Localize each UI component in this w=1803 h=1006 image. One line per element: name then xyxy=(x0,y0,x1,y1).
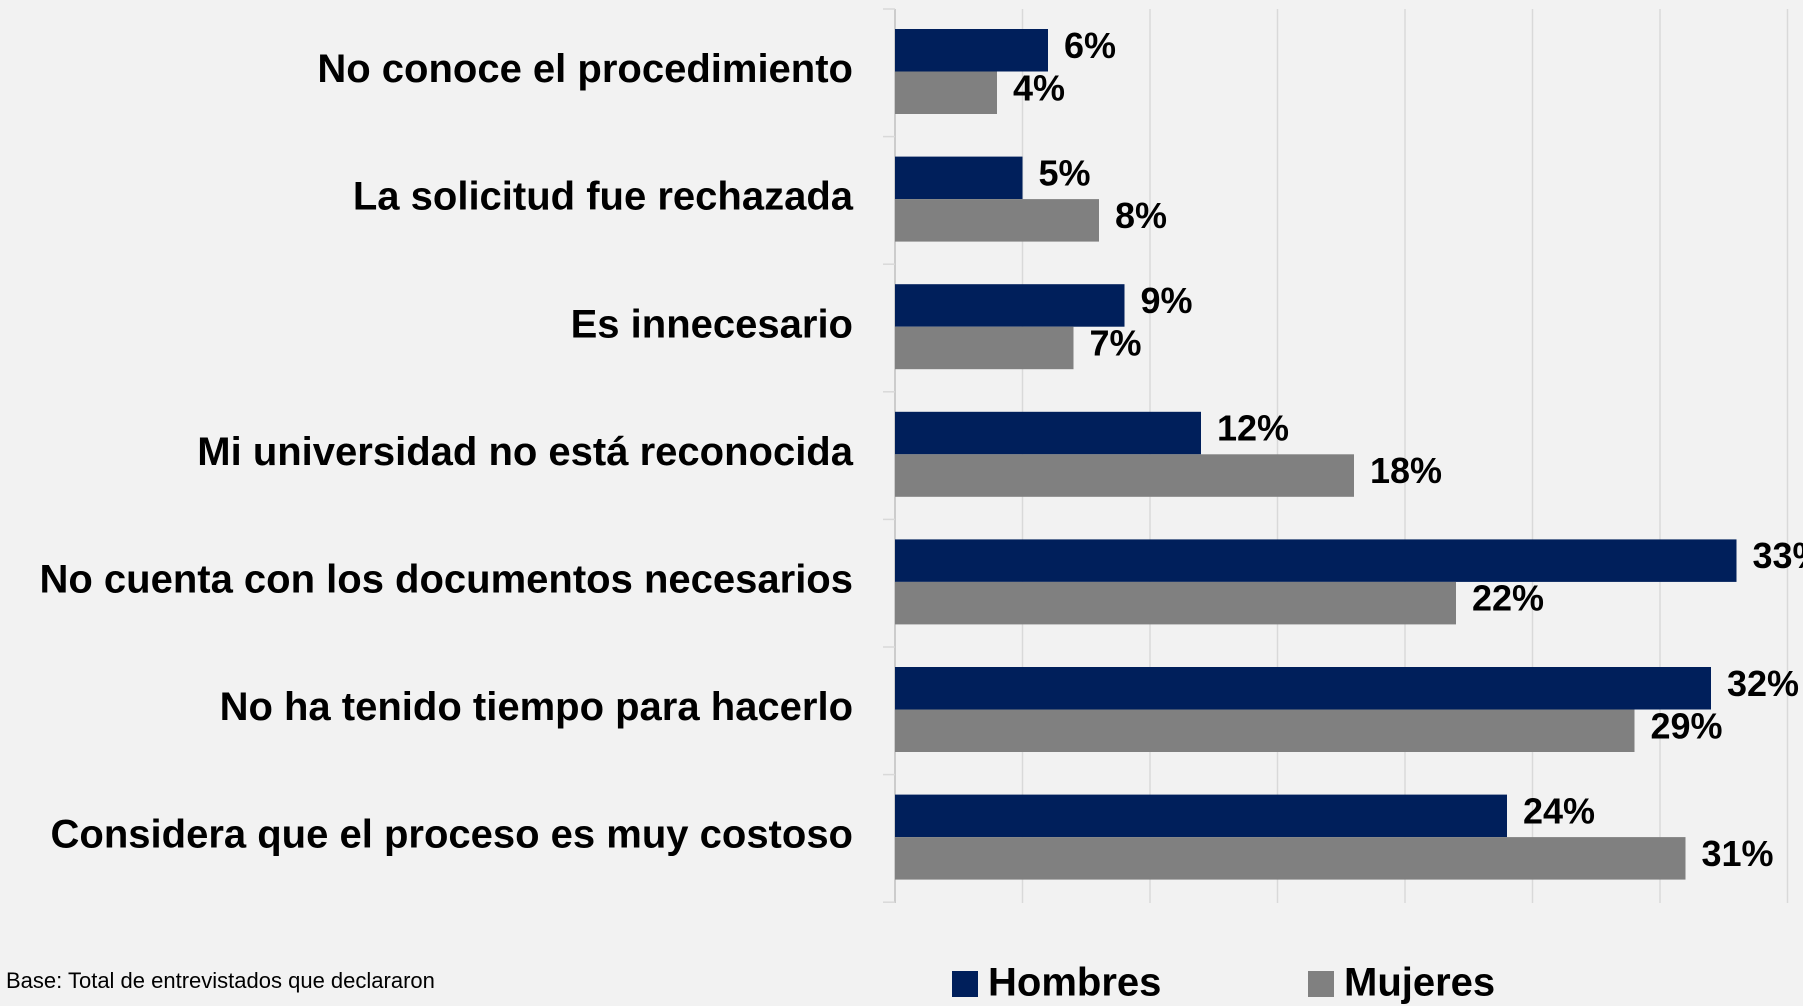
value-label: 18% xyxy=(1370,450,1442,491)
bar xyxy=(895,156,1023,200)
bar xyxy=(895,581,1456,625)
legend-swatch xyxy=(1308,971,1334,997)
value-label: 33% xyxy=(1753,535,1803,576)
y-tick-label: No cuenta con los documentos necesarios xyxy=(39,557,853,601)
y-tick-label: No ha tenido tiempo para hacerlo xyxy=(220,685,853,729)
bar xyxy=(895,454,1354,497)
bar xyxy=(895,794,1507,838)
value-label: 29% xyxy=(1651,705,1723,746)
legend-label: Hombres xyxy=(988,961,1161,1005)
legend-swatch xyxy=(952,971,978,997)
bar xyxy=(895,71,997,114)
footnote: Base: Total de entrevistados que declara… xyxy=(6,968,435,993)
value-label: 4% xyxy=(1013,67,1065,108)
bar xyxy=(895,539,1737,582)
bar xyxy=(895,667,1711,710)
bar xyxy=(895,199,1099,242)
value-label: 24% xyxy=(1523,790,1595,831)
bar xyxy=(895,837,1686,880)
y-tick-label: Considera que el proceso es muy costoso xyxy=(51,813,853,857)
y-tick-label: Es innecesario xyxy=(571,302,853,346)
value-label: 9% xyxy=(1141,280,1193,321)
y-tick-label: La solicitud fue rechazada xyxy=(353,175,854,219)
bar xyxy=(895,326,1074,370)
bar xyxy=(895,411,1201,455)
value-label: 31% xyxy=(1702,833,1774,874)
bar xyxy=(895,709,1635,752)
value-label: 6% xyxy=(1064,25,1116,66)
bar xyxy=(895,284,1125,327)
value-label: 12% xyxy=(1217,408,1289,449)
bar xyxy=(895,29,1048,72)
value-label: 32% xyxy=(1727,663,1799,704)
legend-label: Mujeres xyxy=(1344,961,1495,1005)
value-label: 5% xyxy=(1039,152,1091,193)
y-tick-label: Mi universidad no está reconocida xyxy=(197,430,853,474)
value-label: 7% xyxy=(1090,322,1142,363)
y-tick-label: No conoce el procedimiento xyxy=(317,47,853,91)
value-label: 8% xyxy=(1115,195,1167,236)
value-label: 22% xyxy=(1472,578,1544,619)
